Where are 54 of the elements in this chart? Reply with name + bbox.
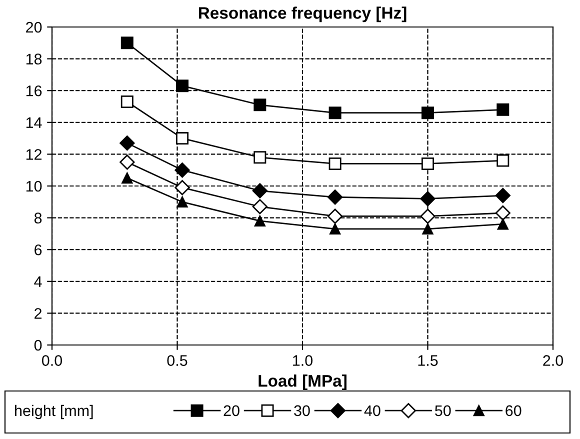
y-tick-label: 18 [26,54,42,64]
point [122,172,133,184]
point [174,180,190,196]
y-tick-label: 20 [26,22,42,33]
point [176,80,189,92]
point [174,162,190,178]
point [422,157,434,170]
point [252,183,268,198]
x-tick-label: 2.0 [543,355,564,366]
point [120,136,135,151]
point [176,196,188,208]
point [327,208,343,224]
point [176,132,189,145]
point [328,106,342,120]
legend-label: 20 [224,405,240,416]
legend-label: 40 [364,405,380,416]
legend-title: height [mm] [15,404,93,420]
y-tick-label: 12 [26,149,42,160]
x-axis-title: Load [MPa] [258,374,346,390]
x-tick-label: 0.5 [167,355,188,366]
point [120,95,134,108]
point [327,190,343,205]
point [328,157,342,170]
point [422,106,434,120]
point [422,223,434,234]
point [495,205,510,221]
point [120,36,134,50]
y-tick-label: 8 [34,212,42,224]
point [254,215,266,227]
y-tick-label: 14 [26,117,42,128]
point [496,154,510,167]
point [496,103,510,116]
point [252,199,268,214]
point [254,151,266,164]
y-tick-label: 10 [26,180,42,192]
point [495,188,510,204]
point [254,98,266,112]
point [330,223,341,234]
y-tick-label: 4 [34,276,42,287]
y-tick-label: 16 [26,85,42,96]
chart-title: Resonance frequency [Hz] [198,6,406,22]
point [497,218,508,230]
y-tick-label: 0 [34,340,42,351]
point [420,191,436,206]
y-tick-label: 2 [34,308,42,319]
point [420,208,436,224]
x-tick-label: 0.0 [42,355,62,366]
legend-label: 30 [294,405,310,416]
legend-label: 50 [435,405,451,416]
point [120,154,135,170]
x-tick-label: 1.5 [418,355,438,366]
x-tick-label: 1.0 [293,355,313,366]
legend-label: 60 [506,405,522,416]
y-tick-label: 6 [34,244,42,256]
